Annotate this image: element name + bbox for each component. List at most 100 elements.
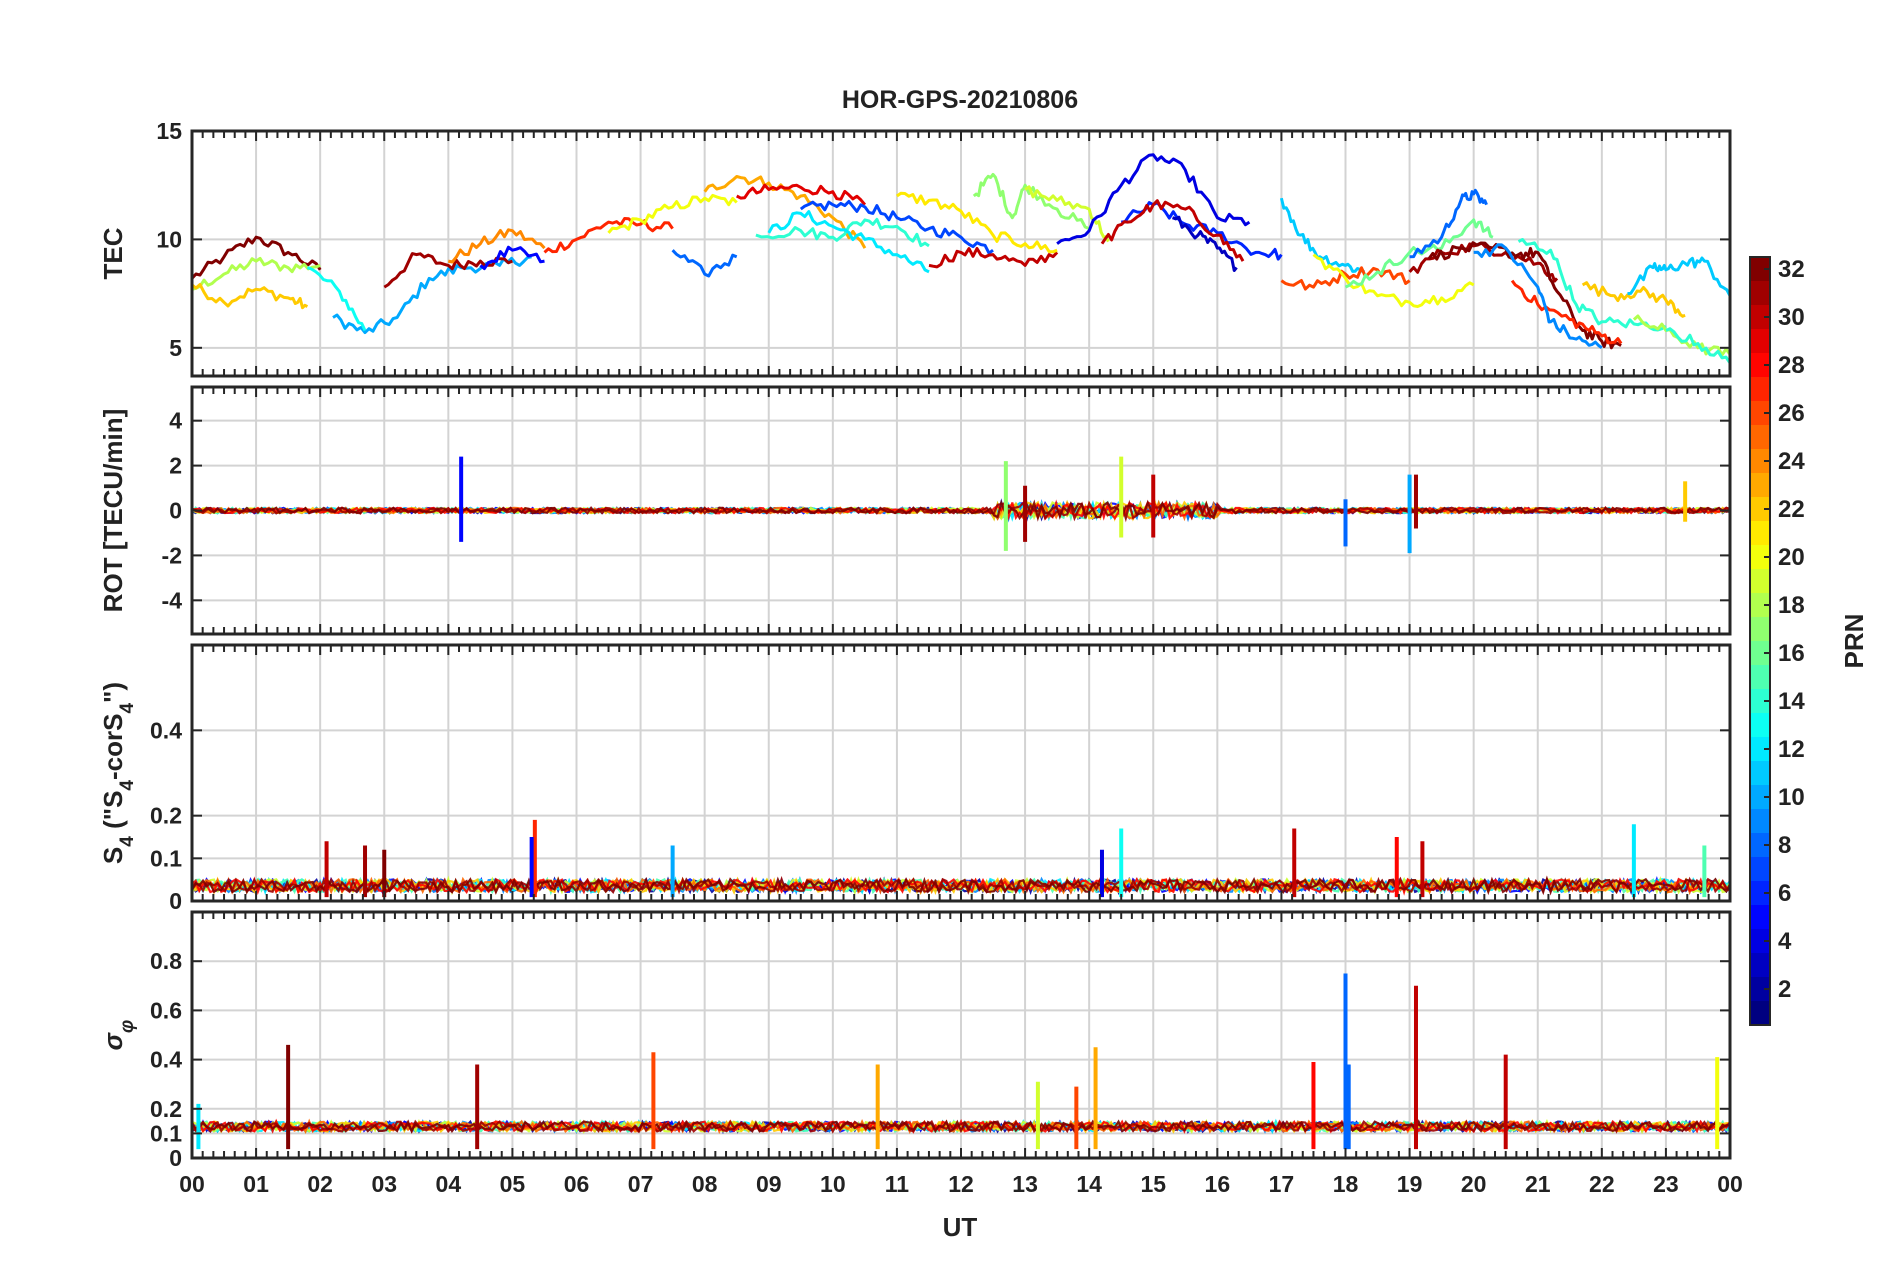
x-tick-label: 15 bbox=[1140, 1171, 1166, 1197]
y-axis-label-part: -corS bbox=[98, 714, 128, 780]
tec-series-prn-27 bbox=[543, 217, 674, 254]
x-tick-label: 18 bbox=[1333, 1171, 1359, 1197]
colorbar-frame bbox=[1749, 256, 1771, 1026]
y-tick-label: 0.6 bbox=[150, 997, 182, 1023]
colorbar-band bbox=[1750, 593, 1770, 618]
colorbar-tick-label: 26 bbox=[1778, 400, 1805, 427]
x-tick-label: 00 bbox=[1717, 1171, 1743, 1197]
colorbar-tick-label: 12 bbox=[1778, 736, 1805, 763]
y-tick-label: 10 bbox=[156, 226, 182, 252]
x-tick-label: 12 bbox=[948, 1171, 974, 1197]
colorbar-tick-label: 32 bbox=[1778, 256, 1805, 283]
ticks-s4 bbox=[191, 645, 1731, 902]
y-axis-label-part: ") bbox=[98, 682, 128, 703]
colorbar-tick-label: 8 bbox=[1778, 832, 1791, 859]
x-tick-label: 14 bbox=[1076, 1171, 1102, 1197]
colorbar-band bbox=[1750, 569, 1770, 594]
colorbar-band bbox=[1750, 521, 1770, 546]
tec-series-prn-14 bbox=[755, 217, 930, 248]
tec-series-prn-18 bbox=[192, 256, 321, 291]
tec-series-prn-18 bbox=[1632, 314, 1730, 357]
tec-series-prn-26 bbox=[1280, 266, 1411, 291]
colorbar-band bbox=[1750, 305, 1770, 330]
y-tick-label: 0 bbox=[169, 498, 182, 524]
x-tick-label: 09 bbox=[756, 1171, 782, 1197]
x-tick-label: 21 bbox=[1525, 1171, 1551, 1197]
colorbar-band bbox=[1750, 353, 1770, 378]
y-tick-label: 0.4 bbox=[150, 1047, 182, 1073]
panel-rot: -4 -2 0 2 4 ROT [TECU/min] bbox=[98, 385, 1732, 636]
y-axis-label-part: 4 bbox=[117, 836, 138, 847]
colorbar-tick-label: 2 bbox=[1778, 976, 1791, 1003]
tec-series-prn-3 bbox=[1171, 215, 1238, 272]
x-tick-label: 11 bbox=[885, 1171, 910, 1197]
tec-series-prn-11 bbox=[1279, 197, 1366, 274]
tec-series-prn-5 bbox=[479, 245, 545, 271]
s4-series-prn-31 bbox=[192, 875, 1730, 895]
y-axis-label-rot: ROT [TECU/min] bbox=[98, 409, 128, 613]
x-tick-label: 13 bbox=[1012, 1171, 1038, 1197]
x-tick-label: 08 bbox=[692, 1171, 718, 1197]
colorbar-tick-label: 6 bbox=[1778, 880, 1791, 907]
tec-series-prn-7 bbox=[799, 199, 994, 255]
tec-series-prn-9 bbox=[1473, 243, 1603, 350]
colorbar-band bbox=[1750, 833, 1770, 858]
tec-series-prn-14 bbox=[1665, 327, 1730, 364]
y-tick-label: 0 bbox=[169, 888, 182, 914]
y-tick-label: 0 bbox=[169, 1145, 182, 1171]
panel-tec: 5 10 15 TEC bbox=[98, 118, 1732, 378]
data-tec bbox=[192, 153, 1730, 364]
x-tick-label: 23 bbox=[1653, 1171, 1679, 1197]
data-sigma_phi bbox=[192, 973, 1730, 1150]
colorbar-tick-label: 18 bbox=[1778, 592, 1805, 619]
tec-series-prn-8 bbox=[1409, 188, 1488, 259]
colorbar-label: PRN bbox=[1839, 614, 1869, 669]
tec-series-prn-32 bbox=[192, 235, 322, 280]
chart-title: HOR-GPS-20210806 bbox=[842, 86, 1078, 114]
x-tick-labels: 00 01 02 03 04 05 06 07 08 09 10 11 12 13 14 15 16 17 18 19… bbox=[179, 1171, 1743, 1197]
tec-series-prn-8 bbox=[671, 249, 738, 278]
y-tick-label: 0.1 bbox=[150, 845, 182, 871]
colorbar-band bbox=[1750, 1001, 1770, 1026]
sigma_phi-series-prn-31 bbox=[192, 1119, 1730, 1134]
colorbar-band bbox=[1750, 953, 1770, 978]
y-tick-label: -2 bbox=[162, 542, 182, 568]
sigma_phi-series-prn-32 bbox=[192, 1119, 1730, 1134]
x-tick-label: 10 bbox=[820, 1171, 846, 1197]
x-tick-label: 19 bbox=[1397, 1171, 1423, 1197]
colorbar-band bbox=[1750, 929, 1770, 954]
colorbar-band bbox=[1750, 713, 1770, 738]
colorbar-band bbox=[1750, 857, 1770, 882]
tec-series-prn-31 bbox=[383, 252, 513, 289]
y-tick-label: 0.8 bbox=[150, 948, 182, 974]
tec-series-prn-17 bbox=[972, 172, 1090, 230]
y-axis-label-part: 4 bbox=[117, 703, 138, 714]
x-tick-label: 01 bbox=[243, 1171, 269, 1197]
panel-sigma_phi: 00.10.2 0.4 0.6 0.8 σφ bbox=[98, 910, 1732, 1171]
y-tick-label: 0.2 bbox=[150, 1096, 182, 1122]
y-tick-label: 0.2 bbox=[150, 803, 182, 829]
tec-series-prn-20 bbox=[607, 193, 738, 234]
colorbar-tick-label: 30 bbox=[1778, 304, 1805, 331]
colorbar-band bbox=[1750, 737, 1770, 762]
y-axis-label-tec: TEC bbox=[98, 227, 128, 279]
y-tick-label: 15 bbox=[156, 118, 182, 144]
x-tick-label: 04 bbox=[436, 1171, 462, 1197]
panel-s4: 00.10.20.4S4 ("S4-corS4") bbox=[98, 643, 1732, 914]
colorbar-tick-label: 20 bbox=[1778, 544, 1805, 571]
colorbar-tick-label: 10 bbox=[1778, 784, 1805, 811]
colorbar-band bbox=[1750, 977, 1770, 1002]
x-tick-label: 00 bbox=[179, 1171, 205, 1197]
x-tick-label: 20 bbox=[1461, 1171, 1487, 1197]
data-rot bbox=[192, 456, 1730, 554]
colorbar-band bbox=[1750, 545, 1770, 570]
colorbar-band bbox=[1750, 401, 1770, 426]
y-tick-label: 0.4 bbox=[150, 717, 182, 743]
x-tick-label: 03 bbox=[371, 1171, 397, 1197]
colorbar-tick-label: 14 bbox=[1778, 688, 1805, 715]
tec-series-prn-22 bbox=[1581, 281, 1686, 318]
y-axis-label-part: S bbox=[98, 847, 128, 864]
tec-series-prn-19 bbox=[1024, 185, 1110, 243]
colorbar-band bbox=[1750, 425, 1770, 450]
tec-series-prn-29 bbox=[736, 183, 867, 206]
